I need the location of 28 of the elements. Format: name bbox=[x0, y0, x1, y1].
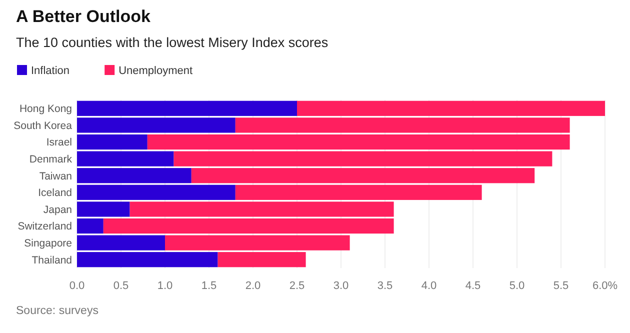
legend-label: Unemployment bbox=[118, 65, 193, 77]
x-tick-label: 5.0 bbox=[509, 280, 525, 292]
y-tick-label: Denmark bbox=[29, 153, 73, 166]
x-tick-label: 5.5 bbox=[553, 280, 569, 292]
x-tick-label: 3.5 bbox=[377, 280, 393, 292]
x-tick-label: 2.0 bbox=[245, 280, 261, 292]
x-tick-label: 2.5 bbox=[289, 280, 305, 292]
chart-title: A Better Outlook bbox=[16, 7, 151, 26]
y-tick-label: Iceland bbox=[38, 187, 72, 200]
y-tick-label: Israel bbox=[46, 136, 72, 149]
x-tick-label: 3.0 bbox=[333, 280, 349, 292]
x-tick-label: 4.0 bbox=[421, 280, 437, 292]
y-tick-label: Singapore bbox=[24, 237, 72, 250]
chart-subtitle: The 10 counties with the lowest Misery Index scores bbox=[16, 35, 328, 50]
x-tick-label: 1.0 bbox=[157, 280, 173, 292]
y-tick-label: Hong Kong bbox=[19, 103, 72, 116]
x-tick-label: 0.0 bbox=[69, 280, 85, 292]
x-tick-label: 1.5 bbox=[201, 280, 217, 292]
y-tick-label: Taiwan bbox=[39, 170, 72, 182]
x-tick-label: 4.5 bbox=[465, 280, 481, 292]
y-tick-label: Thailand bbox=[32, 254, 72, 266]
y-tick-label: Japan bbox=[43, 204, 72, 216]
y-tick-label: Switzerland bbox=[18, 220, 72, 233]
x-tick-label: 0.5 bbox=[113, 280, 129, 292]
source-note: Source: surveys bbox=[16, 305, 99, 317]
legend-label: Inflation bbox=[31, 65, 70, 77]
x-tick-label: 6.0% bbox=[592, 280, 618, 292]
y-tick-label: South Korea bbox=[14, 120, 72, 132]
